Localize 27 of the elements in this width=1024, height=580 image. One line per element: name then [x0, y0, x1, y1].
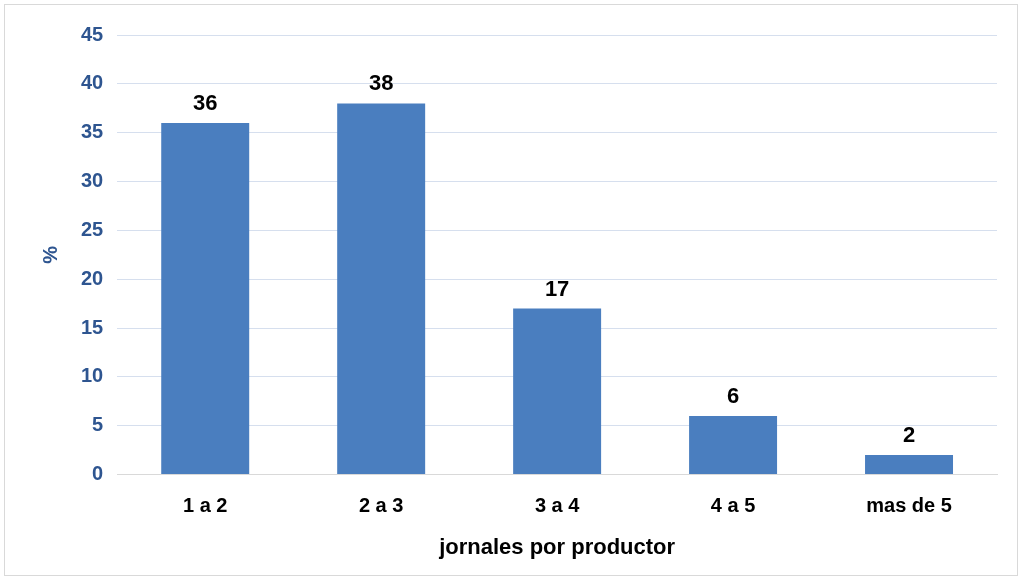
data-label: 36 [192, 89, 218, 115]
bar [337, 103, 426, 475]
y-axis-title: % [38, 245, 61, 264]
data-label: 2 [902, 422, 916, 448]
data-label: 17 [544, 275, 570, 301]
x-axis-title: jornales por productor [438, 533, 676, 559]
y-tick-label: 5 [92, 413, 104, 436]
bar [161, 122, 250, 475]
x-tick-label: 2 a 3 [358, 494, 404, 517]
y-tick-label: 25 [81, 217, 104, 240]
x-tick-label: 4 a 5 [710, 494, 756, 517]
y-tick-label: 35 [81, 120, 104, 143]
data-label: 6 [726, 383, 740, 409]
bar [689, 415, 778, 475]
y-tick-label: 20 [81, 266, 104, 289]
data-label: 38 [368, 70, 394, 96]
x-tick-label: 1 a 2 [182, 494, 228, 517]
x-tick-label: 3 a 4 [534, 494, 581, 517]
y-tick-label: 10 [81, 364, 104, 387]
bar [513, 308, 602, 475]
y-tick-label: 15 [81, 315, 104, 338]
y-tick-label: 0 [92, 462, 104, 485]
bar [865, 455, 954, 475]
y-tick-label: 40 [81, 71, 104, 94]
x-tick-label: mas de 5 [866, 494, 952, 517]
y-tick-label: 30 [81, 169, 104, 192]
y-tick-label: 45 [81, 22, 104, 45]
